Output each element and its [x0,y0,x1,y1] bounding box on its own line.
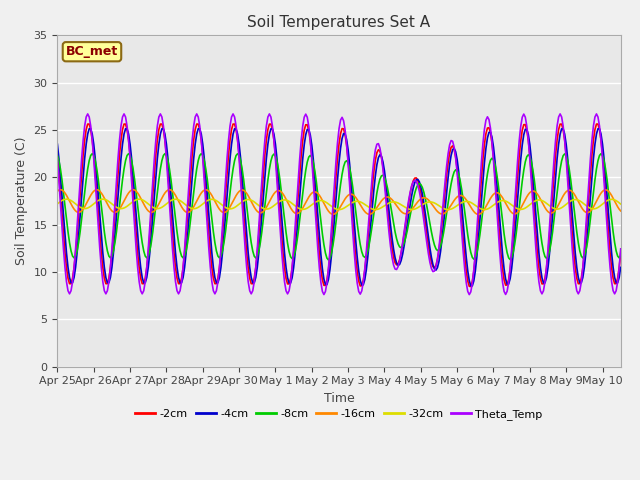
Line: -8cm: -8cm [58,154,621,260]
-32cm [617,201,625,207]
-32cm [146,202,154,208]
Theta_Temp [570,264,577,270]
Theta_Temp [54,156,61,162]
-4cm [85,126,93,132]
Line: Theta_Temp: Theta_Temp [58,114,621,295]
-8cm [207,203,214,209]
-2cm [146,232,154,238]
Text: BC_met: BC_met [66,45,118,58]
Theta_Temp [84,111,92,117]
-16cm [612,201,620,207]
-8cm [570,203,577,209]
-2cm [612,281,620,287]
-4cm [612,280,620,286]
Theta_Temp [146,224,154,230]
-16cm [83,201,90,207]
-4cm [81,156,88,161]
-32cm [63,196,70,202]
-2cm [570,250,577,256]
Theta_Temp [81,123,88,129]
Y-axis label: Soil Temperature (C): Soil Temperature (C) [15,137,28,265]
-16cm [146,209,154,215]
-8cm [612,248,620,254]
-8cm [146,248,154,254]
-16cm [149,209,157,215]
X-axis label: Time: Time [324,392,355,405]
-8cm [88,151,96,156]
-32cm [149,204,157,210]
-16cm [617,208,625,214]
Legend: -2cm, -4cm, -8cm, -16cm, -32cm, Theta_Temp: -2cm, -4cm, -8cm, -16cm, -32cm, Theta_Te… [131,404,547,424]
-2cm [84,121,92,127]
Theta_Temp [207,264,214,270]
-4cm [54,141,61,147]
-4cm [207,233,214,239]
-2cm [207,250,214,256]
-16cm [54,188,61,194]
-2cm [54,152,61,158]
-32cm [54,201,61,207]
-4cm [149,213,157,219]
-4cm [570,233,577,239]
-2cm [149,191,157,196]
-32cm [570,197,577,203]
Theta_Temp [465,292,473,298]
-8cm [54,153,61,158]
-32cm [83,205,90,211]
Line: -32cm: -32cm [58,199,621,210]
Line: -2cm: -2cm [58,124,621,287]
-4cm [468,283,476,289]
-2cm [81,137,88,143]
-16cm [474,212,482,217]
-16cm [570,191,577,196]
-8cm [324,257,332,263]
Theta_Temp [612,288,620,294]
-4cm [146,250,154,256]
-16cm [207,190,214,196]
-32cm [372,207,380,213]
-32cm [207,197,214,203]
-4cm [617,264,625,270]
-8cm [617,253,625,259]
Title: Soil Temperatures Set A: Soil Temperatures Set A [248,15,431,30]
Theta_Temp [149,178,157,183]
-2cm [467,284,475,289]
Theta_Temp [617,246,625,252]
-2cm [617,250,625,256]
-32cm [612,198,620,204]
-8cm [81,190,88,195]
Line: -16cm: -16cm [58,190,621,215]
-8cm [149,229,157,235]
Line: -4cm: -4cm [58,129,621,286]
-16cm [56,187,64,192]
